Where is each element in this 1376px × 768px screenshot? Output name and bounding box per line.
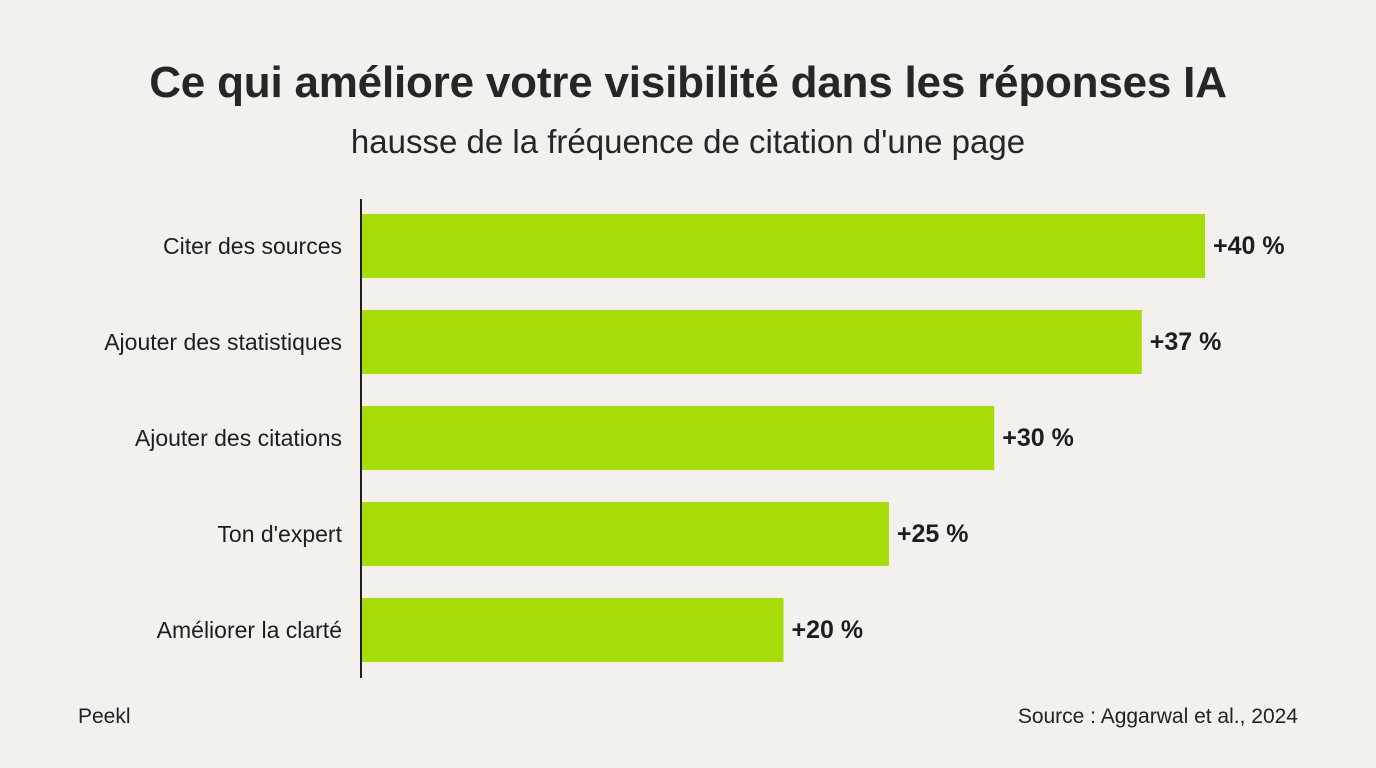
data-label: +20 % <box>792 616 864 644</box>
category-label: Citer des sources <box>163 233 342 259</box>
chart-title: Ce qui améliore votre visibilité dans le… <box>149 58 1227 107</box>
category-label: Ajouter des citations <box>135 425 342 451</box>
chart-subtitle: hausse de la fréquence de citation d'une… <box>350 123 1026 160</box>
source-credit: Source : Aggarwal et al., 2024 <box>1017 705 1298 728</box>
bar <box>362 502 889 566</box>
bar <box>362 214 1205 278</box>
bar <box>362 406 995 470</box>
brand-label: Peekl <box>78 705 131 728</box>
category-label: Ajouter des statistiques <box>104 329 342 355</box>
bar <box>362 310 1142 374</box>
data-label: +37 % <box>1150 328 1222 356</box>
category-label: Ton d'expert <box>217 521 342 547</box>
data-label: +30 % <box>1002 424 1074 452</box>
bar <box>362 598 784 662</box>
category-label: Améliorer la clarté <box>157 617 342 643</box>
data-label: +25 % <box>897 520 969 548</box>
data-label: +40 % <box>1213 232 1285 260</box>
